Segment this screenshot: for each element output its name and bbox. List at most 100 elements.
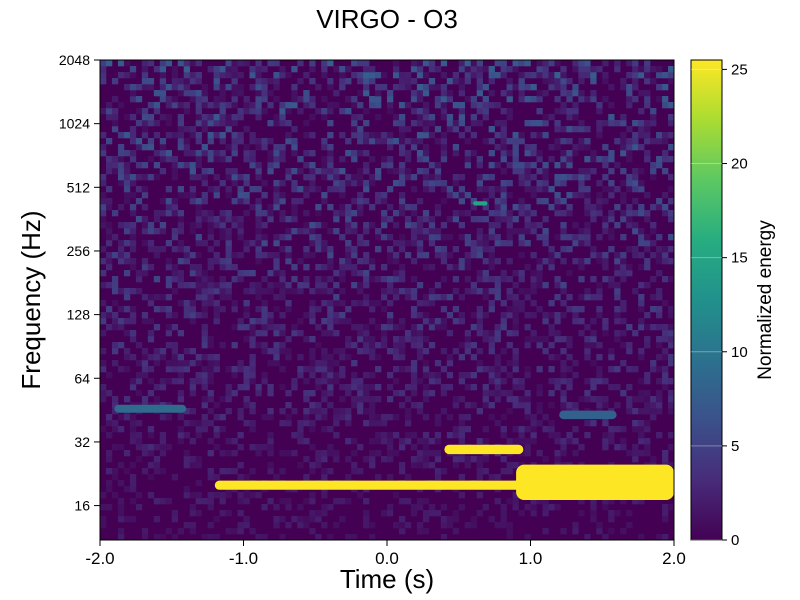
heatmap-cell xyxy=(554,276,561,283)
heatmap-cell xyxy=(524,534,531,541)
heatmap-cell xyxy=(428,174,436,181)
heatmap-cell xyxy=(464,150,472,157)
heatmap-cell xyxy=(327,534,334,541)
heatmap-cell xyxy=(327,132,334,139)
heatmap-cell xyxy=(494,294,501,301)
colorbar xyxy=(690,59,723,541)
heatmap-cell xyxy=(662,510,669,517)
heatmap-cell xyxy=(279,246,286,253)
heatmap-cell xyxy=(464,156,472,163)
heatmap-cell xyxy=(500,300,507,307)
heatmap-cell xyxy=(542,180,549,187)
heatmap-cell xyxy=(195,354,202,361)
heatmap-cell xyxy=(584,378,591,385)
heatmap-cell xyxy=(129,312,137,319)
heatmap-cell xyxy=(410,228,418,235)
heatmap-cell xyxy=(530,192,537,199)
heatmap-cell xyxy=(470,516,477,523)
heatmap-cell xyxy=(255,390,262,397)
heatmap-cell xyxy=(195,138,202,145)
heatmap-cell xyxy=(141,240,149,247)
heatmap-cell xyxy=(596,180,603,187)
heatmap-cell xyxy=(195,210,202,217)
heatmap-cell xyxy=(512,162,519,169)
heatmap-cell xyxy=(470,60,477,67)
heatmap-cell xyxy=(572,108,579,115)
heatmap-cell xyxy=(171,366,179,373)
heatmap-cell xyxy=(189,228,196,235)
heatmap-cell xyxy=(530,210,537,217)
heatmap-cell xyxy=(201,198,208,205)
heatmap-cell xyxy=(225,60,232,67)
heatmap-cell xyxy=(590,90,597,97)
heatmap-cell xyxy=(542,78,549,85)
heatmap-cell xyxy=(339,78,346,85)
heatmap-cell xyxy=(416,348,424,355)
heatmap-cell xyxy=(207,438,214,445)
heatmap-cell xyxy=(626,216,633,223)
heatmap-cell xyxy=(662,72,669,79)
heatmap-cell xyxy=(159,222,167,229)
heatmap-cell xyxy=(381,288,388,295)
heatmap-cell xyxy=(387,108,394,115)
heatmap-cell xyxy=(249,324,256,331)
heatmap-cell xyxy=(644,450,651,457)
heatmap-cell xyxy=(213,414,220,421)
heatmap-cell xyxy=(297,318,304,325)
heatmap-cell xyxy=(165,282,173,289)
heatmap-cell xyxy=(518,198,525,205)
heatmap-cell xyxy=(668,120,675,127)
heatmap-cell xyxy=(303,438,310,445)
heatmap-cell xyxy=(560,390,567,397)
heatmap-cell xyxy=(530,504,537,511)
heatmap-cell xyxy=(482,246,489,253)
heatmap-cell xyxy=(249,420,256,427)
heatmap-cell xyxy=(464,348,472,355)
heatmap-cell xyxy=(494,420,501,427)
heatmap-cell xyxy=(153,252,161,259)
heatmap-cell xyxy=(219,414,226,421)
heatmap-cell xyxy=(231,264,238,271)
heatmap-cell xyxy=(243,96,250,103)
heatmap-cell xyxy=(494,186,501,193)
heatmap-cell xyxy=(315,402,322,409)
heatmap-cell xyxy=(351,462,358,469)
heatmap-cell xyxy=(668,432,675,439)
heatmap-cell xyxy=(494,60,501,67)
heatmap-cell xyxy=(422,90,430,97)
heatmap-cell xyxy=(524,450,531,457)
heatmap-cell xyxy=(578,294,585,301)
heatmap-cell xyxy=(273,234,280,241)
heatmap-cell xyxy=(428,324,436,331)
heatmap-cell xyxy=(626,342,633,349)
heatmap-cell xyxy=(398,180,406,187)
heatmap-cell xyxy=(255,144,262,151)
heatmap-cell xyxy=(147,336,155,343)
heatmap-cell xyxy=(285,306,292,313)
heatmap-cell xyxy=(117,462,125,469)
heatmap-cell xyxy=(309,132,316,139)
heatmap-cell xyxy=(315,282,322,289)
heatmap-cell xyxy=(273,156,280,163)
heatmap-cell xyxy=(213,252,220,259)
heatmap-cell xyxy=(303,72,310,79)
heatmap-cell xyxy=(237,228,244,235)
heatmap-cell xyxy=(321,156,328,163)
heatmap-cell xyxy=(375,276,382,283)
heatmap-cell xyxy=(327,204,334,211)
heatmap-cell xyxy=(494,372,501,379)
heatmap-cell xyxy=(105,282,113,289)
heatmap-cell xyxy=(225,366,232,373)
heatmap-cell xyxy=(590,210,597,217)
heatmap-cell xyxy=(201,330,208,337)
heatmap-cell xyxy=(596,66,603,73)
heatmap-cell xyxy=(644,216,651,223)
heatmap-cell xyxy=(195,432,202,439)
heatmap-cell xyxy=(100,522,107,529)
heatmap-cell xyxy=(458,396,466,403)
heatmap-cell xyxy=(117,516,125,523)
heatmap-cell xyxy=(392,72,400,79)
heatmap-cell xyxy=(309,222,316,229)
heatmap-cell xyxy=(602,504,609,511)
heatmap-cell xyxy=(440,84,448,91)
